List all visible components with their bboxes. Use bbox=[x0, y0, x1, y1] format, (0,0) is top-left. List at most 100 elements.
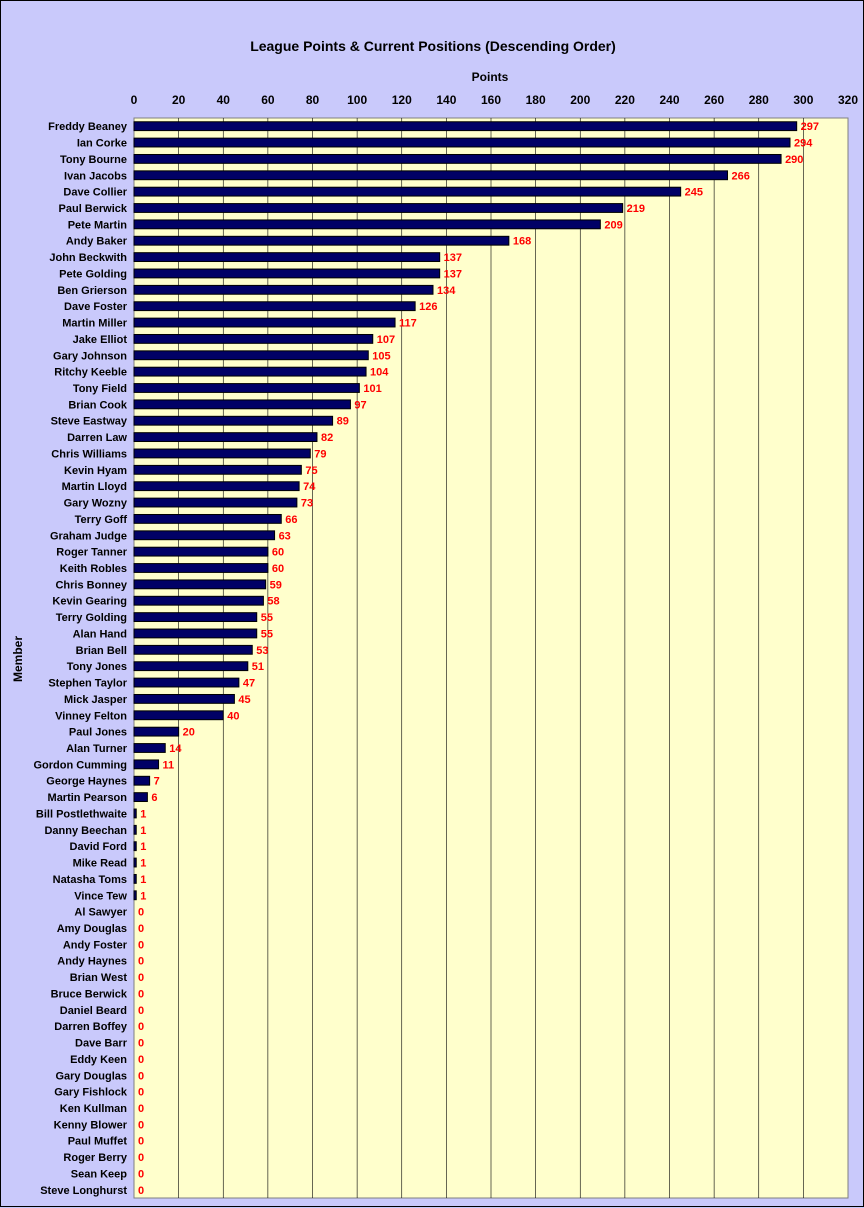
category-label: Ritchy Keeble bbox=[54, 367, 127, 379]
category-label: Ian Corke bbox=[77, 138, 127, 150]
category-label: David Ford bbox=[70, 841, 127, 853]
category-label: Natasha Toms bbox=[53, 874, 127, 886]
category-label: Freddy Beaney bbox=[48, 121, 128, 133]
category-label: Bruce Berwick bbox=[51, 988, 128, 1000]
category-label: Tony Bourne bbox=[60, 154, 127, 166]
data-label: 0 bbox=[138, 1054, 144, 1066]
category-label: Jake Elliot bbox=[73, 334, 128, 346]
category-label: Al Sawyer bbox=[74, 907, 127, 919]
data-label: 74 bbox=[303, 481, 316, 493]
data-label: 20 bbox=[183, 727, 195, 739]
x-tick-label: 220 bbox=[615, 93, 635, 107]
data-label: 0 bbox=[138, 1152, 144, 1164]
data-label: 97 bbox=[354, 399, 366, 411]
bar bbox=[133, 513, 282, 524]
category-label: Gary Johnson bbox=[53, 350, 127, 362]
data-label: 73 bbox=[301, 498, 313, 510]
bar bbox=[133, 808, 137, 819]
data-label: 0 bbox=[138, 956, 144, 968]
bar bbox=[133, 432, 318, 443]
category-label: Ben Grierson bbox=[57, 285, 127, 297]
x-tick-label: 100 bbox=[347, 93, 367, 107]
bar bbox=[133, 350, 369, 361]
data-label: 11 bbox=[163, 759, 175, 771]
data-label: 266 bbox=[732, 170, 750, 182]
bar bbox=[133, 301, 416, 312]
category-label: Alan Hand bbox=[73, 628, 127, 640]
category-label: Gary Wozny bbox=[64, 498, 128, 510]
bar bbox=[133, 890, 137, 901]
bar bbox=[133, 661, 249, 672]
x-tick-label: 120 bbox=[392, 93, 412, 107]
category-label: Steve Eastway bbox=[51, 416, 128, 428]
bar bbox=[133, 595, 264, 606]
data-label: 209 bbox=[604, 219, 622, 231]
bar bbox=[133, 481, 300, 492]
data-label: 0 bbox=[138, 1021, 144, 1033]
data-label: 1 bbox=[140, 841, 146, 853]
category-label: Dave Foster bbox=[64, 301, 128, 313]
bar bbox=[133, 317, 396, 328]
x-tick-label: 40 bbox=[217, 93, 231, 107]
data-label: 117 bbox=[399, 318, 417, 330]
category-label: Daniel Beard bbox=[60, 1005, 127, 1017]
bar bbox=[133, 792, 148, 803]
bar bbox=[133, 203, 624, 213]
bar bbox=[133, 399, 351, 410]
data-label: 137 bbox=[444, 252, 462, 264]
data-label: 105 bbox=[372, 350, 390, 362]
bar bbox=[133, 235, 510, 246]
category-label: Terry Golding bbox=[56, 612, 127, 624]
bar bbox=[133, 383, 360, 393]
data-label: 55 bbox=[261, 628, 273, 640]
bar bbox=[133, 824, 137, 835]
data-label: 137 bbox=[444, 268, 462, 280]
bar bbox=[133, 219, 601, 230]
data-label: 1 bbox=[140, 808, 146, 820]
data-label: 297 bbox=[801, 121, 819, 133]
bar bbox=[133, 857, 137, 868]
category-label: Kevin Hyam bbox=[64, 465, 127, 477]
category-label: Chris Bonney bbox=[55, 579, 127, 591]
bar bbox=[133, 873, 137, 884]
data-label: 40 bbox=[227, 710, 239, 722]
category-label: Terry Goff bbox=[75, 514, 128, 526]
data-label: 107 bbox=[377, 334, 395, 346]
bar bbox=[133, 693, 235, 704]
category-label: Roger Berry bbox=[63, 1152, 127, 1164]
bar bbox=[133, 841, 137, 852]
x-tick-labels: 0 20 40 60 80 100 120 140 160 180 200 220 240 260 280 3… bbox=[131, 93, 859, 107]
category-label: Andy Foster bbox=[63, 939, 128, 951]
category-label: Brian West bbox=[70, 972, 128, 984]
category-label: Darren Law bbox=[67, 432, 127, 444]
data-label: 6 bbox=[151, 792, 157, 804]
bar bbox=[133, 497, 298, 508]
data-label: 104 bbox=[370, 367, 389, 379]
x-tick-label: 280 bbox=[749, 93, 769, 107]
data-label: 0 bbox=[138, 1070, 144, 1082]
bar bbox=[133, 710, 224, 721]
data-label: 0 bbox=[138, 1103, 144, 1115]
category-label: Martin Lloyd bbox=[62, 481, 127, 493]
category-label: Brian Bell bbox=[76, 645, 127, 657]
category-label: Alan Turner bbox=[66, 743, 128, 755]
category-label: Paul Jones bbox=[69, 727, 127, 739]
bar bbox=[133, 726, 180, 737]
data-label: 89 bbox=[337, 416, 349, 428]
x-tick-label: 140 bbox=[436, 93, 456, 107]
category-label: Bill Postlethwaite bbox=[36, 808, 127, 820]
x-tick-label: 240 bbox=[659, 93, 679, 107]
x-tick-label: 180 bbox=[526, 93, 546, 107]
category-label: Gordon Cumming bbox=[34, 759, 128, 771]
data-label: 0 bbox=[138, 972, 144, 984]
bar bbox=[133, 415, 334, 426]
data-label: 126 bbox=[419, 301, 437, 313]
chart-title: League Points & Current Positions (Desce… bbox=[250, 38, 616, 54]
data-label: 79 bbox=[314, 448, 326, 460]
bar bbox=[133, 121, 798, 132]
bar bbox=[133, 366, 367, 377]
category-label: Paul Berwick bbox=[59, 203, 128, 215]
bar bbox=[133, 563, 269, 573]
data-label: 1 bbox=[140, 825, 146, 837]
